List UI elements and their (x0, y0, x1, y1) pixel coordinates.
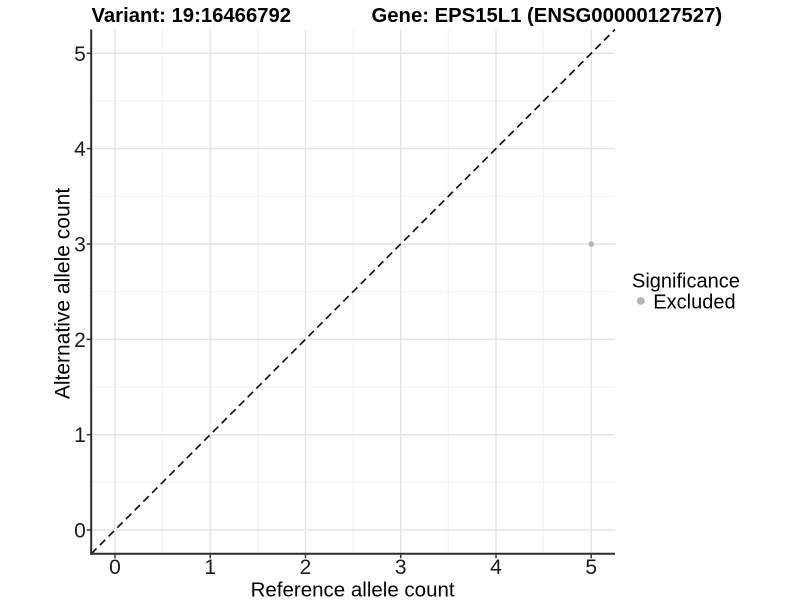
svg-text:3: 3 (395, 556, 407, 579)
svg-text:Reference allele count: Reference allele count (251, 579, 455, 600)
svg-text:Significance: Significance (632, 271, 740, 293)
svg-text:0: 0 (109, 556, 121, 579)
svg-text:5: 5 (74, 43, 86, 66)
svg-text:Variant: 19:16466792: Variant: 19:16466792 (92, 5, 292, 27)
svg-text:3: 3 (74, 234, 86, 257)
svg-text:Excluded: Excluded (653, 292, 735, 314)
svg-text:4: 4 (490, 556, 502, 579)
svg-text:1: 1 (74, 424, 86, 447)
svg-text:Gene: EPS15L1 (ENSG00000127527: Gene: EPS15L1 (ENSG00000127527) (372, 5, 723, 27)
svg-text:0: 0 (74, 520, 86, 543)
svg-text:5: 5 (585, 556, 597, 579)
svg-text:2: 2 (74, 329, 86, 352)
svg-text:1: 1 (204, 556, 216, 579)
svg-text:4: 4 (74, 138, 86, 161)
svg-text:2: 2 (300, 556, 312, 579)
svg-text:Alternative allele count: Alternative allele count (51, 188, 74, 399)
